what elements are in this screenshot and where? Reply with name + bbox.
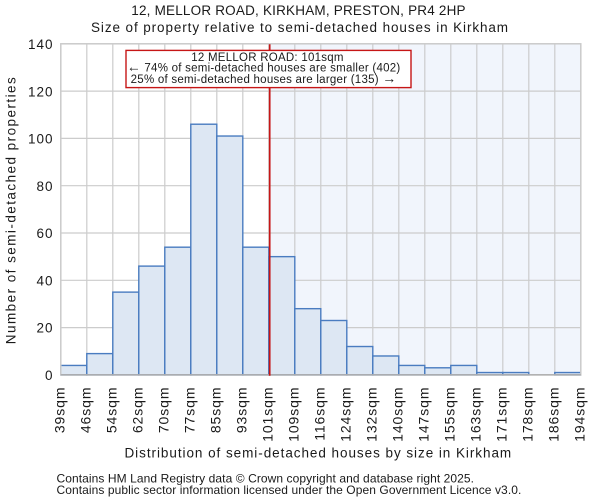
svg-text:101sqm: 101sqm <box>260 387 276 442</box>
svg-text:46sqm: 46sqm <box>78 387 94 434</box>
svg-text:93sqm: 93sqm <box>234 387 250 434</box>
svg-text:140: 140 <box>28 37 54 52</box>
svg-text:132sqm: 132sqm <box>364 387 380 442</box>
svg-text:178sqm: 178sqm <box>520 387 536 442</box>
svg-text:163sqm: 163sqm <box>468 387 484 442</box>
svg-text:← 74% of semi-detached houses: ← 74% of semi-detached houses are smalle… <box>127 59 401 75</box>
svg-text:Contains public sector informa: Contains public sector information licen… <box>57 483 522 497</box>
svg-text:70sqm: 70sqm <box>156 387 172 434</box>
svg-text:54sqm: 54sqm <box>104 387 120 434</box>
svg-text:25% of semi-detached houses ar: 25% of semi-detached houses are larger (… <box>131 70 397 86</box>
svg-text:0: 0 <box>45 368 54 383</box>
svg-text:109sqm: 109sqm <box>286 387 302 442</box>
svg-text:85sqm: 85sqm <box>208 387 224 434</box>
svg-text:20: 20 <box>36 321 53 336</box>
svg-text:Number of semi-detached proper: Number of semi-detached properties <box>4 76 19 344</box>
svg-text:Size of property relative to s: Size of property relative to semi-detach… <box>91 20 509 35</box>
svg-text:116sqm: 116sqm <box>312 387 328 441</box>
svg-text:120: 120 <box>28 85 54 100</box>
svg-text:147sqm: 147sqm <box>416 387 432 442</box>
svg-text:77sqm: 77sqm <box>182 387 198 434</box>
svg-text:12, MELLOR ROAD, KIRKHAM, PRES: 12, MELLOR ROAD, KIRKHAM, PRESTON, PR4 2… <box>131 3 466 18</box>
svg-text:194sqm: 194sqm <box>572 387 588 442</box>
svg-text:140sqm: 140sqm <box>390 387 406 442</box>
svg-text:40: 40 <box>36 273 53 288</box>
svg-text:Distribution of semi-detached: Distribution of semi-detached houses by … <box>124 446 512 461</box>
svg-text:124sqm: 124sqm <box>338 387 354 442</box>
svg-text:Contains HM Land Registry data: Contains HM Land Registry data © Crown c… <box>57 472 475 486</box>
svg-text:155sqm: 155sqm <box>442 387 458 442</box>
svg-text:60: 60 <box>36 226 53 241</box>
svg-text:186sqm: 186sqm <box>546 387 562 442</box>
svg-text:12 MELLOR ROAD: 101sqm: 12 MELLOR ROAD: 101sqm <box>191 52 344 64</box>
svg-text:62sqm: 62sqm <box>130 387 146 434</box>
svg-text:80: 80 <box>36 179 53 194</box>
svg-text:39sqm: 39sqm <box>52 387 68 434</box>
svg-text:171sqm: 171sqm <box>494 387 510 442</box>
svg-text:100: 100 <box>28 132 54 147</box>
